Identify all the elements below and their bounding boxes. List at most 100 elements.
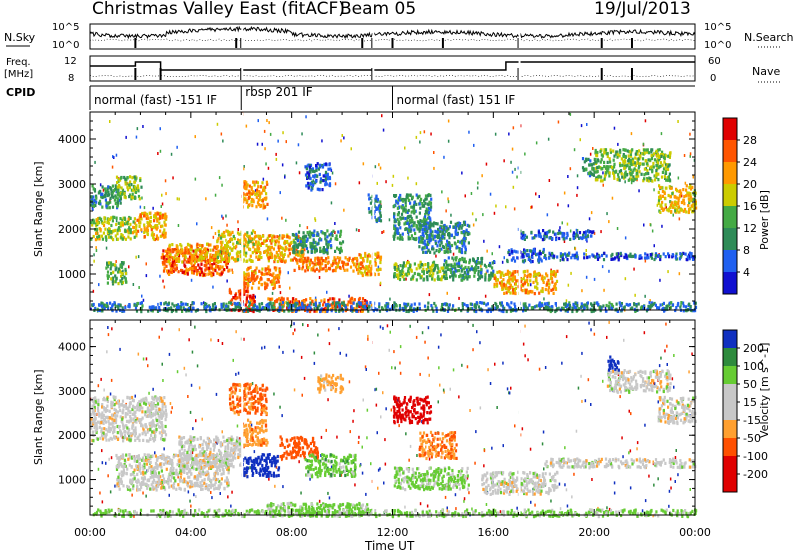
- data-cell: [659, 210, 662, 214]
- data-cell: [605, 152, 608, 156]
- data-cell: [376, 207, 379, 211]
- data-cell: [525, 280, 528, 284]
- data-cell: [173, 262, 176, 266]
- data-cell: [190, 255, 193, 260]
- data-cell: [252, 198, 255, 202]
- data-cell: [379, 214, 382, 219]
- data-cell: [506, 272, 509, 276]
- data-cell: [221, 232, 224, 236]
- data-cell: [580, 305, 583, 309]
- data-cell: [574, 301, 577, 305]
- data-cell: [522, 306, 525, 310]
- data-cell: [209, 264, 212, 268]
- data-cell: [554, 274, 557, 278]
- scatter-speck: [358, 229, 360, 232]
- data-cell: [231, 230, 234, 234]
- data-cell: [661, 200, 664, 204]
- data-cell: [369, 254, 372, 258]
- data-cell: [305, 260, 308, 264]
- data-cell: [339, 265, 342, 270]
- data-cell: [393, 275, 396, 279]
- data-cell: [107, 229, 111, 233]
- data-cell: [302, 240, 305, 244]
- data-cell: [273, 235, 276, 239]
- data-cell: [657, 166, 660, 170]
- data-cell: [298, 266, 301, 271]
- data-cell: [533, 249, 536, 253]
- scatter-speck: [93, 253, 95, 257]
- data-cell: [636, 161, 639, 165]
- nave-label: Nave: [752, 65, 780, 78]
- data-cell: [299, 236, 302, 241]
- data-cell: [658, 165, 661, 169]
- data-cell: [462, 230, 465, 234]
- cpid-segment-label: normal (fast) 151 IF: [397, 93, 516, 107]
- scatter-speck: [480, 264, 482, 268]
- data-cell: [220, 302, 223, 306]
- data-cell: [394, 267, 397, 271]
- data-cell: [293, 240, 296, 244]
- data-cell: [129, 237, 132, 241]
- data-cell: [181, 249, 184, 253]
- data-cell: [281, 301, 284, 305]
- data-cell: [633, 161, 636, 165]
- data-cell: [676, 208, 679, 213]
- data-cell: [167, 247, 170, 251]
- data-cell: [583, 303, 587, 307]
- data-cell: [282, 254, 285, 258]
- scatter-speck: [264, 147, 266, 151]
- data-cell: [606, 160, 609, 164]
- data-cell: [547, 278, 550, 282]
- scatter-speck: [593, 231, 596, 235]
- data-cell: [644, 252, 647, 256]
- data-cell: [524, 291, 527, 295]
- data-cell: [107, 261, 111, 265]
- data-cell: [271, 236, 274, 240]
- data-cell: [114, 228, 117, 232]
- scatter-speck: [538, 195, 540, 198]
- data-cell: [355, 305, 358, 310]
- data-cell: [179, 251, 182, 255]
- data-cell: [631, 148, 634, 152]
- data-cell: [646, 148, 649, 152]
- data-cell: [692, 204, 695, 208]
- data-cell: [198, 253, 201, 257]
- data-cell: [549, 236, 552, 240]
- data-cell: [360, 306, 363, 310]
- data-cell: [105, 204, 108, 208]
- data-cell: [553, 270, 556, 274]
- data-cell: [259, 242, 262, 246]
- data-cell: [583, 160, 586, 164]
- data-cell: [221, 240, 224, 244]
- data-cell: [336, 256, 339, 260]
- data-cell: [442, 268, 445, 272]
- data-cell: [431, 306, 434, 310]
- data-cell: [527, 291, 530, 295]
- data-cell: [186, 242, 190, 246]
- data-cell: [161, 260, 164, 265]
- data-cell: [307, 172, 311, 177]
- data-cell: [534, 278, 537, 283]
- data-cell: [427, 262, 430, 266]
- nsky-tick-bottom: 10^0: [52, 40, 79, 51]
- data-cell: [427, 221, 430, 225]
- data-cell: [493, 282, 496, 286]
- data-cell: [210, 258, 213, 262]
- data-cell: [340, 303, 343, 307]
- data-cell: [624, 155, 627, 159]
- data-cell: [431, 275, 434, 279]
- scatter-speck: [508, 132, 510, 136]
- data-cell: [500, 283, 503, 287]
- scatter-speck: [152, 206, 154, 210]
- data-cell: [281, 305, 284, 309]
- data-cell: [599, 309, 602, 313]
- data-cell: [129, 228, 132, 232]
- data-cell: [208, 266, 211, 270]
- data-cell: [444, 229, 447, 233]
- data-cell: [154, 216, 157, 220]
- data-cell: [110, 236, 114, 240]
- data-cell: [120, 274, 123, 278]
- data-cell: [692, 192, 695, 196]
- data-cell: [674, 209, 677, 213]
- data-cell: [270, 241, 273, 245]
